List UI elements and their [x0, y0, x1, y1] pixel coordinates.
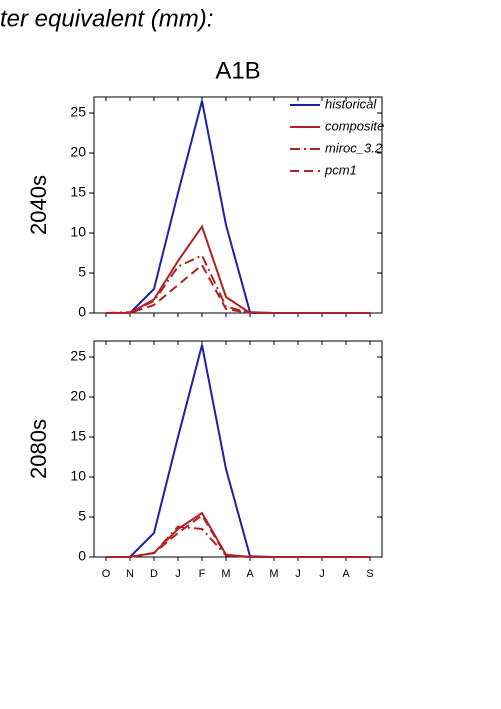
series-line [106, 224, 370, 314]
x-tick-label: J [175, 568, 181, 580]
series-line [106, 344, 370, 558]
y-tick-label: 25 [70, 348, 86, 364]
x-tick-label: O [102, 568, 111, 580]
x-tick-label: N [126, 568, 134, 580]
y-axis-label: 2080s [26, 419, 51, 479]
y-tick-label: 5 [78, 264, 86, 280]
x-tick-label: J [295, 568, 301, 580]
series-line [106, 511, 370, 558]
x-tick-label: S [366, 568, 373, 580]
column-title: A1B [215, 57, 260, 84]
plot-frame [93, 96, 383, 314]
y-tick-label: 0 [78, 548, 86, 564]
y-tick-label: 10 [70, 224, 86, 240]
series-line [106, 263, 370, 314]
y-tick-label: 15 [70, 184, 86, 200]
y-tick-label: 10 [70, 468, 86, 484]
series-line [106, 513, 370, 558]
legend-label: historical [325, 96, 377, 111]
legend-label: pcm1 [324, 162, 357, 177]
x-tick-label: M [221, 568, 230, 580]
y-tick-label: 20 [70, 388, 86, 404]
x-tick-label: A [342, 568, 350, 580]
y-tick-label: 15 [70, 428, 86, 444]
legend-label: composite [325, 118, 384, 133]
legend-label: miroc_3.2 [325, 140, 383, 155]
plot-frame [93, 340, 383, 558]
x-tick-label: J [319, 568, 325, 580]
y-tick-label: 25 [70, 104, 86, 120]
y-tick-label: 20 [70, 144, 86, 160]
series-line [105, 254, 370, 314]
y-axis-label: 2040s [26, 175, 51, 235]
x-tick-label: D [150, 568, 158, 580]
y-tick-label: 5 [78, 508, 86, 524]
y-tick-label: 0 [78, 304, 86, 320]
x-tick-label: M [269, 568, 278, 580]
page-title: ter equivalent (mm): [0, 5, 213, 32]
x-tick-label: A [246, 568, 254, 580]
x-tick-label: F [199, 568, 206, 580]
